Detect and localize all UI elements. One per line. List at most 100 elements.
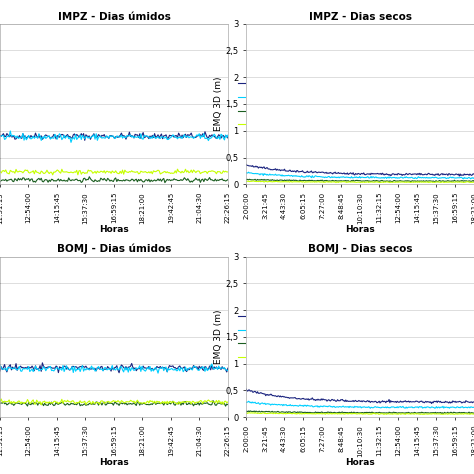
ETA15 (27/11) xyxy=(243,409,249,414)
ETA15 (27/11) xyxy=(471,410,474,416)
Title: IMPZ - Dias úmidos: IMPZ - Dias úmidos xyxy=(57,11,170,21)
HOP (26/11) xyxy=(433,405,438,410)
ETA15 (26/11) xyxy=(243,410,249,416)
HOP (08/12) xyxy=(456,173,462,179)
HOP (26/11) xyxy=(367,405,373,411)
HOP (27/11) xyxy=(434,398,439,404)
HOP (26/11) xyxy=(225,368,231,374)
HOP (26/11) xyxy=(6,365,12,371)
ETA15 (08/12) xyxy=(374,178,380,183)
ETA15 (27/11) xyxy=(247,408,253,414)
ETA15 (08/12) xyxy=(243,177,249,182)
Line: HOP (08/12): HOP (08/12) xyxy=(0,132,228,140)
HOP (26/11) xyxy=(209,361,215,367)
ETA15 (27/11) xyxy=(433,410,438,415)
HOP (27/11) xyxy=(59,365,64,371)
X-axis label: Horas: Horas xyxy=(345,458,375,467)
ETA15 (26/11) xyxy=(0,396,4,402)
HOP (27/11) xyxy=(208,367,214,373)
Line: HOP (26/11): HOP (26/11) xyxy=(246,401,474,408)
HOP (05/12) xyxy=(374,175,380,181)
ETA15 (27/11) xyxy=(354,410,359,416)
ETA15 (05/12) xyxy=(355,179,360,185)
ETA15 (26/11) xyxy=(42,398,47,404)
HOP (26/11) xyxy=(155,370,161,376)
Line: ETA15 (05/12): ETA15 (05/12) xyxy=(0,169,228,175)
ETA15 (08/12) xyxy=(162,180,168,185)
HOP (26/11) xyxy=(243,400,249,405)
ETA15 (08/12) xyxy=(354,178,359,183)
ETA15 (08/12) xyxy=(11,179,17,184)
HOP (05/12) xyxy=(432,174,438,180)
ETA15 (08/12) xyxy=(216,178,221,183)
Legend: HOP (27/11), HOP (26/11), ETA15 (27/11), ETA15 (26/11): HOP (27/11), HOP (26/11), ETA15 (27/11),… xyxy=(236,310,316,363)
ETA15 (08/12) xyxy=(208,177,214,182)
ETA15 (05/12) xyxy=(50,172,55,178)
Y-axis label: EMQ 3D (m): EMQ 3D (m) xyxy=(214,310,223,364)
Y-axis label: EMQ 3D (m): EMQ 3D (m) xyxy=(214,77,223,131)
ETA15 (27/11) xyxy=(384,410,390,416)
ETA15 (05/12) xyxy=(385,179,391,185)
ETA15 (05/12) xyxy=(471,179,474,185)
HOP (05/12) xyxy=(225,132,231,138)
HOP (08/12) xyxy=(82,137,88,143)
HOP (08/12) xyxy=(202,129,208,135)
HOP (27/11) xyxy=(384,398,390,404)
ETA15 (08/12) xyxy=(0,179,3,184)
ETA15 (05/12) xyxy=(216,169,221,174)
ETA15 (08/12) xyxy=(246,176,252,182)
Line: HOP (05/12): HOP (05/12) xyxy=(0,131,228,142)
HOP (26/11) xyxy=(471,404,474,410)
HOP (26/11) xyxy=(11,365,17,371)
X-axis label: Horas: Horas xyxy=(345,225,375,234)
HOP (27/11) xyxy=(0,368,3,374)
HOP (08/12) xyxy=(353,171,358,176)
HOP (26/11) xyxy=(434,405,440,411)
ETA15 (26/11) xyxy=(279,410,285,416)
Line: HOP (26/11): HOP (26/11) xyxy=(0,364,228,373)
Line: ETA15 (27/11): ETA15 (27/11) xyxy=(246,411,474,413)
ETA15 (27/11) xyxy=(434,410,440,416)
HOP (27/11) xyxy=(39,360,45,365)
ETA15 (05/12) xyxy=(279,179,285,185)
HOP (08/12) xyxy=(278,167,284,173)
HOP (27/11) xyxy=(353,398,358,403)
ETA15 (26/11) xyxy=(0,399,3,405)
ETA15 (26/11) xyxy=(434,411,440,417)
ETA15 (08/12) xyxy=(432,179,438,185)
HOP (08/12) xyxy=(11,133,17,138)
ETA15 (27/11) xyxy=(39,401,45,406)
ETA15 (08/12) xyxy=(6,177,12,182)
HOP (08/12) xyxy=(39,137,45,142)
HOP (05/12) xyxy=(468,176,474,182)
ETA15 (27/11) xyxy=(58,401,64,406)
HOP (05/12) xyxy=(68,139,74,145)
ETA15 (08/12) xyxy=(39,179,45,184)
Legend: HOP (08/12), HOP (05/12), ETA15 (08/12), ETA15 (05/12): HOP (08/12), HOP (05/12), ETA15 (08/12),… xyxy=(236,78,316,130)
HOP (08/12) xyxy=(58,132,64,138)
HOP (05/12) xyxy=(434,175,439,181)
ETA15 (05/12) xyxy=(6,171,12,177)
HOP (05/12) xyxy=(208,136,214,141)
ETA15 (05/12) xyxy=(251,178,256,184)
ETA15 (27/11) xyxy=(385,410,391,416)
HOP (05/12) xyxy=(12,133,18,139)
Line: HOP (27/11): HOP (27/11) xyxy=(246,389,474,403)
ETA15 (05/12) xyxy=(0,168,3,174)
ETA15 (05/12) xyxy=(375,179,381,185)
ETA15 (05/12) xyxy=(433,179,438,185)
HOP (05/12) xyxy=(354,174,359,180)
ETA15 (26/11) xyxy=(60,401,66,406)
HOP (08/12) xyxy=(243,162,249,167)
ETA15 (26/11) xyxy=(8,401,13,406)
HOP (27/11) xyxy=(428,401,434,406)
HOP (08/12) xyxy=(433,172,438,177)
ETA15 (08/12) xyxy=(86,174,92,180)
HOP (05/12) xyxy=(0,134,3,139)
ETA15 (05/12) xyxy=(11,169,17,174)
ETA15 (27/11) xyxy=(11,402,17,408)
ETA15 (27/11) xyxy=(279,409,285,415)
HOP (26/11) xyxy=(58,366,64,372)
X-axis label: Horas: Horas xyxy=(99,225,129,234)
ETA15 (05/12) xyxy=(225,169,231,175)
